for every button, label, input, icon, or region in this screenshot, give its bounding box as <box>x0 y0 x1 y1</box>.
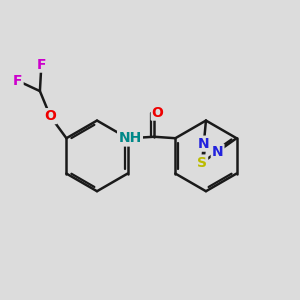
Text: N: N <box>212 145 224 159</box>
Text: NH: NH <box>118 131 142 145</box>
Text: O: O <box>44 109 56 123</box>
Text: F: F <box>37 58 46 72</box>
Text: S: S <box>197 155 207 170</box>
Text: F: F <box>13 74 22 88</box>
Text: N: N <box>198 136 210 151</box>
Text: O: O <box>152 106 164 120</box>
